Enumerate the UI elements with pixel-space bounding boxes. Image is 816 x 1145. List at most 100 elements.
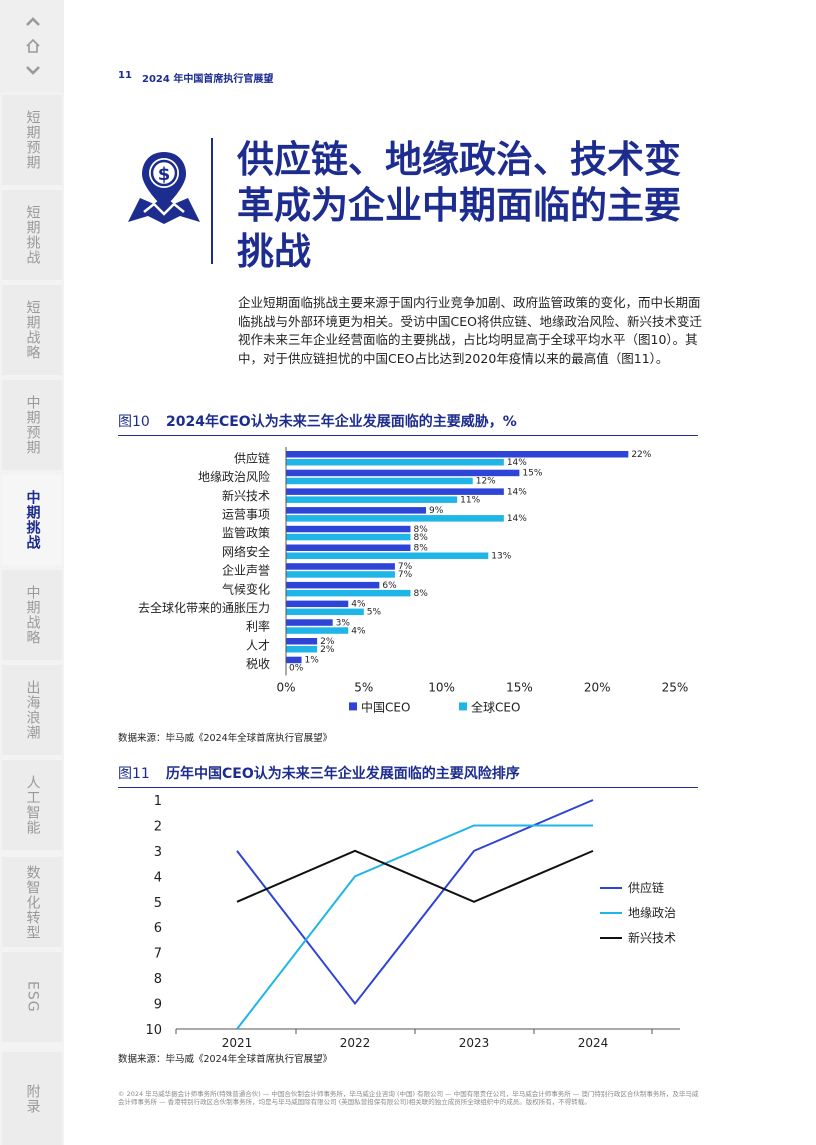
figure-10-label: 图10 bbox=[118, 414, 150, 430]
data-label: 7% bbox=[398, 570, 413, 580]
data-label: 0% bbox=[289, 664, 304, 674]
bar-global bbox=[286, 589, 411, 597]
category-label: 运营事项 bbox=[222, 507, 270, 521]
data-label: 13% bbox=[491, 552, 511, 562]
data-label: 8% bbox=[413, 589, 428, 599]
category-label: 监管政策 bbox=[222, 525, 270, 540]
data-label: 14% bbox=[507, 514, 527, 524]
data-label: 2% bbox=[320, 645, 335, 655]
bar-china bbox=[286, 525, 411, 533]
nav-tab[interactable]: 数智化转型 bbox=[2, 857, 62, 947]
bar-china bbox=[286, 507, 427, 514]
bar-global bbox=[286, 515, 504, 522]
nav-tab[interactable]: 人工智能 bbox=[2, 760, 62, 850]
title-divider bbox=[211, 138, 213, 264]
side-navigation: 短期预期 短期挑战 短期战略 中期预期 中期挑战 中期战略 出海浪潮 人工智能数智化转型 ESG… bbox=[0, 0, 64, 1145]
data-label: 11% bbox=[460, 495, 480, 505]
nav-tab[interactable]: 中期战略 bbox=[2, 570, 62, 660]
y-tick-label: 5 bbox=[154, 896, 162, 911]
x-tick-label: 2023 bbox=[459, 1036, 490, 1050]
figure-11-source: 数据来源：毕马威《2024年全球首席执行官展望》 bbox=[118, 1054, 333, 1065]
legend-label: 中国CEO bbox=[361, 699, 410, 714]
category-label: 人才 bbox=[246, 638, 270, 652]
x-tick-label: 25% bbox=[662, 680, 689, 694]
page-title: 供应链、地缘政治、技术变革成为企业中期面临的主要挑战 bbox=[237, 138, 681, 273]
category-label: 气候变化 bbox=[222, 581, 270, 596]
home-icon[interactable] bbox=[24, 37, 42, 55]
bar-global bbox=[286, 646, 318, 653]
bar-china bbox=[286, 451, 629, 458]
bar-global bbox=[286, 552, 489, 559]
category-label: 新兴技术 bbox=[222, 488, 270, 503]
category-label: 利率 bbox=[246, 619, 270, 634]
data-label: 12% bbox=[476, 477, 496, 487]
data-label: 1% bbox=[305, 656, 320, 666]
nav-tab[interactable]: 附录 bbox=[2, 1052, 62, 1145]
data-label: 8% bbox=[413, 533, 428, 543]
y-tick-label: 4 bbox=[154, 870, 162, 885]
nav-controls bbox=[0, 0, 64, 92]
y-tick-label: 6 bbox=[154, 921, 162, 936]
nav-tab[interactable]: 中期预期 bbox=[2, 380, 62, 470]
x-tick-label: 20% bbox=[584, 680, 611, 694]
figure-10-source: 数据来源：毕马威《2024年全球首席执行官展望》 bbox=[118, 733, 333, 744]
page-number: 11 bbox=[118, 70, 132, 81]
category-label: 地缘政治风险 bbox=[198, 469, 270, 484]
nav-tab[interactable]: 出海浪潮 bbox=[2, 665, 62, 755]
bar-global bbox=[286, 571, 395, 578]
category-label: 企业声誉 bbox=[222, 563, 270, 578]
bar-china bbox=[286, 600, 349, 608]
data-label: 2% bbox=[320, 637, 335, 647]
chevron-up-icon[interactable] bbox=[24, 13, 42, 31]
legend-label: 供应链 bbox=[628, 880, 664, 895]
dollar-map-pin-icon: $ bbox=[128, 152, 200, 224]
bar-china bbox=[286, 563, 395, 570]
x-tick-label: 5% bbox=[354, 680, 373, 694]
data-label: 5% bbox=[367, 608, 382, 618]
x-tick-label: 2024 bbox=[578, 1036, 609, 1050]
y-tick-label: 1 bbox=[154, 794, 162, 809]
data-label: 14% bbox=[507, 458, 527, 468]
y-tick-label: 10 bbox=[145, 1023, 162, 1038]
nav-tab[interactable]: 中期挑战 bbox=[2, 475, 62, 565]
x-tick-label: 10% bbox=[428, 680, 455, 694]
y-tick-label: 9 bbox=[154, 998, 162, 1013]
y-tick-label: 3 bbox=[154, 845, 162, 860]
nav-tab[interactable]: 短期预期 bbox=[2, 95, 62, 185]
series-line-0 bbox=[236, 799, 594, 1006]
svg-text:$: $ bbox=[158, 164, 171, 185]
x-tick-label: 15% bbox=[506, 680, 533, 694]
bar-china bbox=[286, 469, 520, 477]
y-tick-label: 7 bbox=[154, 947, 162, 962]
data-label: 9% bbox=[429, 506, 444, 516]
x-tick-label: 0% bbox=[276, 680, 295, 694]
bar-china bbox=[286, 656, 302, 664]
figure-11-label: 图11 bbox=[118, 766, 150, 782]
y-tick-label: 8 bbox=[154, 972, 162, 987]
data-label: 6% bbox=[382, 581, 397, 591]
nav-tab[interactable]: 短期战略 bbox=[2, 285, 62, 375]
bar-global bbox=[286, 533, 411, 541]
data-label: 4% bbox=[351, 626, 366, 636]
series-line-2 bbox=[236, 849, 594, 903]
nav-tab[interactable]: ESG bbox=[2, 952, 62, 1042]
y-tick-label: 2 bbox=[154, 819, 162, 834]
bar-china bbox=[286, 619, 333, 626]
bar-global bbox=[286, 608, 364, 616]
legend-swatch bbox=[349, 702, 357, 711]
data-label: 7% bbox=[398, 562, 413, 572]
legend-label: 全球CEO bbox=[471, 699, 520, 714]
bar-global bbox=[286, 496, 458, 503]
nav-tab[interactable]: 短期挑战 bbox=[2, 190, 62, 280]
legal-notice: © 2024 毕马威华振会计师事务所(特殊普通合伙) — 中国合伙制会计师事务所… bbox=[118, 1090, 699, 1107]
bar-global bbox=[286, 459, 504, 466]
legend-label: 新兴技术 bbox=[628, 930, 676, 945]
figure-10-bar-chart: 供应链 22% 14% 地缘政治风险 15% 12% 新兴技术 14% 11% 运营事项 9% 14%… bbox=[138, 447, 689, 714]
figure-11-heading: 图11 历年中国CEO认为未来三年企业发展面临的主要风险排序 bbox=[118, 761, 698, 788]
intro-paragraph: 企业短期面临挑战主要来源于国内行业竞争加剧、政府监管政策的变化，而中长期面临挑战… bbox=[238, 295, 702, 366]
chevron-down-icon[interactable] bbox=[24, 61, 42, 79]
figure-10-title: 2024年CEO认为未来三年企业发展面临的主要威胁，% bbox=[166, 414, 517, 430]
bar-global bbox=[286, 627, 349, 634]
data-label: 8% bbox=[413, 525, 428, 535]
